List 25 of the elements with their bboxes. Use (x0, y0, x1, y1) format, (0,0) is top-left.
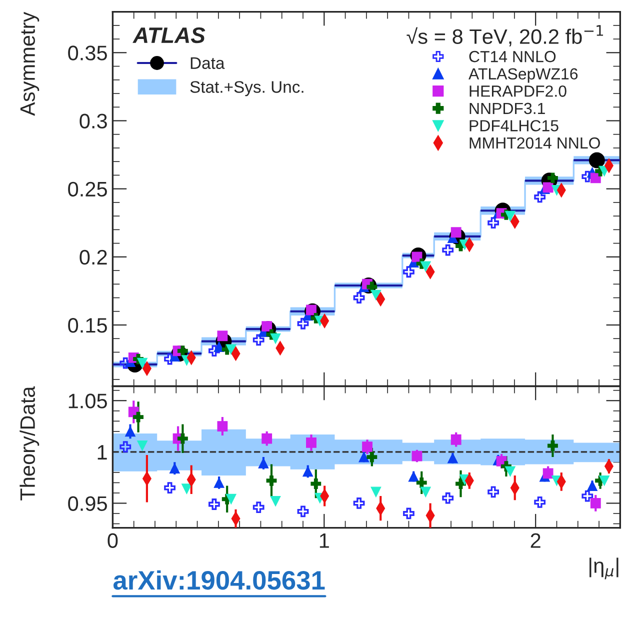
y-tick-label: 0.15 (68, 318, 107, 333)
legend-label: NNPDF3.1 (470, 102, 545, 114)
legend-label: MMHT2014 NNLO (470, 137, 600, 149)
y-tick-label: 1 (98, 445, 107, 460)
y-tick-label: 0.25 (68, 182, 107, 197)
legend-label: HERAPDF2.0 (470, 86, 566, 97)
legend-label: ATLASepWZ16 (468, 68, 578, 83)
y-tick-label: 0.2 (80, 250, 107, 265)
legend-label: Stat.+Sys. Unc. (190, 81, 304, 96)
y-tick-label: 0.3 (80, 114, 107, 128)
x-tick-label: 1 (320, 533, 329, 548)
y-tick-label: 0.95 (68, 496, 107, 511)
legend-label: PDF4LHC15 (470, 120, 558, 132)
y-axis-title: Asymmetry (20, 12, 40, 116)
x-axis-title: |η$_{μ}$| (590, 558, 618, 580)
legend-label: Data (190, 57, 225, 69)
annotation: √s = 8 TeV, 20.2 fb$^{−1}$ (406, 25, 604, 46)
text: arXiv:1904.05631 (113, 570, 325, 590)
legend-label: CT14 NNLO (469, 50, 556, 62)
annotation: ATLAS (132, 27, 206, 44)
y-tick-label: 1.05 (68, 394, 107, 408)
y-axis-title: Theory/Data (20, 386, 40, 500)
x-tick-label: 2 (530, 533, 540, 548)
x-tick-label: 0 (108, 533, 118, 548)
y-tick-label: 0.35 (68, 46, 107, 60)
